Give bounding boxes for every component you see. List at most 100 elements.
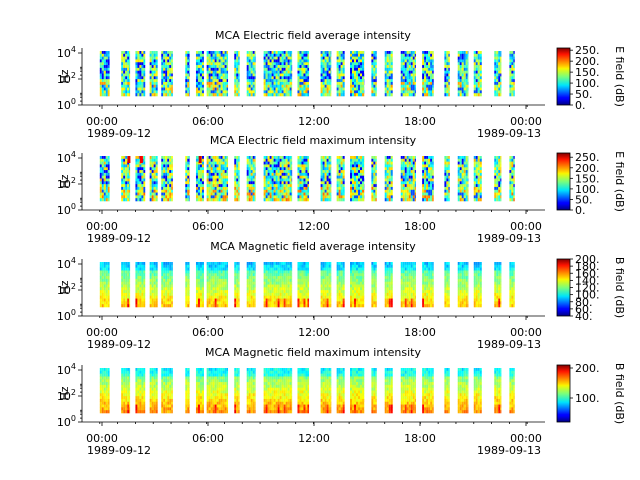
- spectrogram-cell: [169, 62, 172, 66]
- spectrogram-cell: [299, 164, 302, 168]
- spectrogram-cell: [324, 73, 327, 77]
- spectrogram-cell: [185, 65, 188, 69]
- spectrogram-cell: [285, 65, 288, 69]
- spectrogram-cell: [412, 164, 415, 168]
- spectrogram-cell: [171, 276, 173, 280]
- spectrogram-cell: [163, 170, 166, 174]
- spectrogram-cell: [428, 65, 431, 69]
- spectrogram-cell: [287, 59, 290, 63]
- spectrogram-cell: [151, 198, 154, 202]
- spectrogram-cell: [412, 172, 415, 176]
- spectrogram-cell: [426, 87, 429, 91]
- spectrogram-cell: [273, 161, 276, 165]
- spectrogram-cell: [444, 192, 447, 196]
- spectrogram-cell: [360, 73, 363, 77]
- spectrogram-cell: [210, 172, 213, 176]
- spectrogram-cell: [426, 70, 429, 74]
- spectrogram-cell: [424, 195, 427, 199]
- spectrogram-cell: [404, 90, 407, 94]
- spectrogram-cell: [121, 73, 124, 77]
- spectrogram-cell: [153, 195, 156, 199]
- spectrogram-cell: [127, 184, 130, 188]
- spectrogram-cell: [479, 158, 482, 162]
- spectrogram-cell: [422, 164, 425, 168]
- spectrogram-cell: [322, 175, 325, 179]
- spectrogram-cell: [143, 178, 146, 182]
- spectrogram-cell: [299, 53, 302, 57]
- spectrogram-cell: [297, 65, 300, 69]
- spectrogram-cell: [340, 184, 343, 188]
- spectrogram-cell: [218, 158, 221, 162]
- spectrogram-cell: [390, 186, 393, 191]
- spectrogram-cell: [473, 93, 476, 97]
- spectrogram-cell: [185, 281, 188, 285]
- spectrogram-cell: [414, 56, 416, 60]
- spectrogram-cell: [422, 73, 425, 77]
- spectrogram-cell: [477, 81, 480, 86]
- spectrogram-cell: [408, 164, 411, 168]
- spectrogram-cell: [463, 198, 466, 202]
- spectrogram-cell: [171, 262, 173, 266]
- spectrogram-cell: [195, 59, 198, 63]
- spectrogram-cell: [463, 158, 466, 162]
- spectrogram-cell: [465, 67, 468, 71]
- spectrogram-cell: [320, 93, 323, 97]
- spectrogram-cell: [141, 264, 144, 268]
- spectrogram-cell: [373, 79, 376, 83]
- spectrogram-cell: [414, 172, 416, 176]
- spectrogram-cell: [238, 76, 240, 80]
- spectrogram-cell: [267, 73, 270, 77]
- spectrogram-cell: [167, 156, 170, 160]
- spectrogram-cell: [496, 87, 499, 91]
- spectrogram-cell: [430, 65, 433, 69]
- spectrogram-cell: [107, 62, 110, 66]
- spectrogram-cell: [250, 184, 253, 188]
- spectrogram-cell: [165, 184, 168, 188]
- spectrogram-cell: [324, 170, 327, 174]
- spectrogram-cell: [185, 189, 188, 193]
- spectrogram-cell: [459, 175, 462, 179]
- spectrogram-cell: [297, 59, 300, 63]
- spectrogram-cell: [330, 56, 332, 60]
- spectrogram-cell: [169, 93, 172, 97]
- spectrogram-cell: [342, 178, 345, 182]
- spectrogram-cell: [269, 59, 272, 63]
- spectrogram-cell: [496, 73, 499, 77]
- spectrogram-cell: [326, 79, 329, 83]
- spectrogram-cell: [303, 192, 306, 196]
- spectrogram-cell: [285, 198, 288, 202]
- spectrogram-cell: [153, 290, 156, 294]
- spectrogram-cell: [141, 295, 144, 299]
- spectrogram-cell: [330, 178, 332, 182]
- spectrogram-cell: [246, 175, 249, 179]
- spectrogram-cell: [297, 84, 300, 88]
- spectrogram-cell: [265, 70, 268, 74]
- spectrogram-cell: [322, 198, 325, 202]
- spectrogram-cell: [252, 53, 255, 57]
- spectrogram-cell: [362, 175, 365, 179]
- spectrogram-cell: [125, 292, 128, 297]
- spectrogram-cell: [342, 73, 345, 77]
- spectrogram-cell: [206, 67, 209, 71]
- spectrogram-cell: [246, 62, 249, 66]
- spectrogram-cell: [135, 301, 138, 305]
- spectrogram-cell: [350, 195, 353, 199]
- spectrogram-cell: [151, 73, 154, 77]
- spectrogram-cell: [195, 56, 198, 60]
- spectrogram-cell: [185, 301, 188, 305]
- spectrogram-cell: [477, 76, 480, 80]
- spectrogram-cell: [388, 59, 391, 63]
- spectrogram-cell: [275, 195, 278, 199]
- spectrogram-cell: [171, 273, 173, 277]
- spectrogram-cell: [107, 175, 110, 179]
- spectrogram-cell: [444, 90, 447, 94]
- spectrogram-cell: [212, 195, 215, 199]
- spectrogram-cell: [352, 156, 355, 160]
- spectrogram-cell: [214, 51, 217, 55]
- spectrogram-cell: [99, 175, 102, 179]
- spectrogram-cell: [127, 87, 130, 91]
- spectrogram-cell: [390, 70, 393, 74]
- spectrogram-cell: [273, 79, 276, 83]
- spectrogram-cell: [141, 287, 144, 291]
- spectrogram-cell: [360, 186, 363, 191]
